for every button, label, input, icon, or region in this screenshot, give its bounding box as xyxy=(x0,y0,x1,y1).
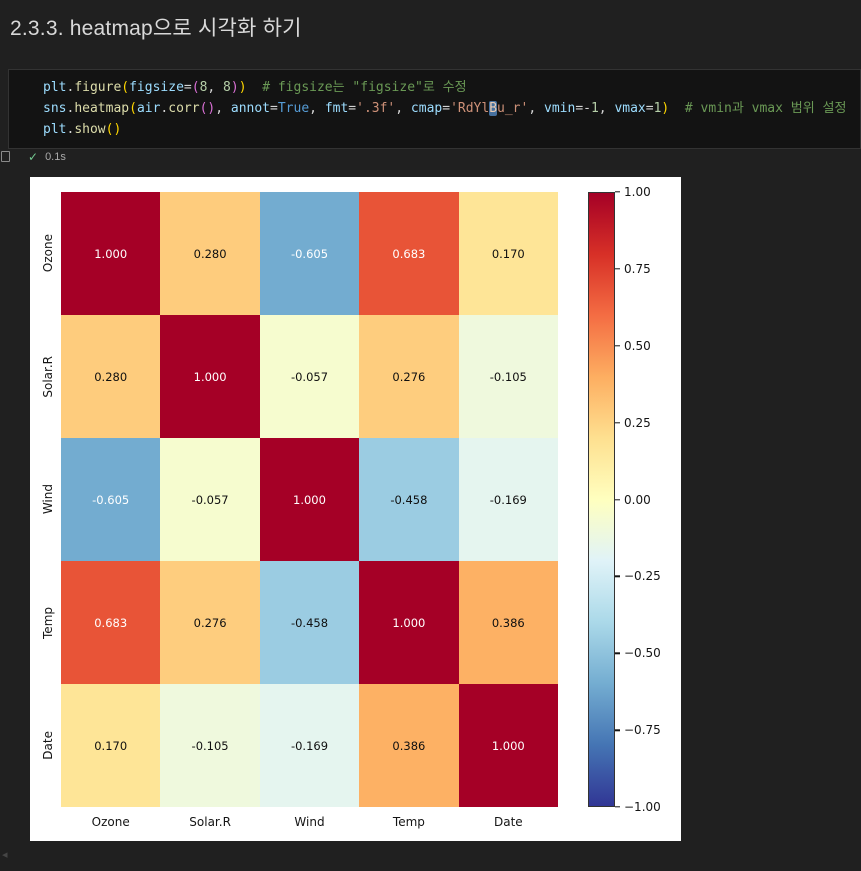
colorbar-tick-label: 0.75 xyxy=(624,261,651,276)
colorbar-tick-label: 0.50 xyxy=(624,338,651,353)
colorbar-tick-mark xyxy=(615,421,620,424)
heatmap-cell: -0.458 xyxy=(259,561,360,684)
y-tick-label: Solar.R xyxy=(41,355,55,398)
y-axis-labels: Ozone Solar.R Wind Temp Date xyxy=(36,192,60,807)
heatmap-cell: 0.280 xyxy=(160,192,260,315)
heatmap-cell: -0.605 xyxy=(61,438,161,561)
code-cell[interactable]: plt.figure(figsize=(8, 8)) # figsize는 "f… xyxy=(8,69,861,149)
execution-summary: ✓ 0.1s xyxy=(28,151,66,163)
heatmap-cell: 1.000 xyxy=(259,438,360,561)
heatmap-cell: 0.170 xyxy=(458,192,558,315)
colorbar-tick-label: 0.00 xyxy=(624,492,651,507)
heatmap-cell: 0.386 xyxy=(359,684,459,807)
colorbar-tick-mark xyxy=(615,498,620,501)
success-check-icon: ✓ xyxy=(28,150,39,164)
heatmap-cell: -0.169 xyxy=(259,684,360,807)
heatmap-cell: -0.605 xyxy=(259,192,360,315)
colorbar-tick-label: −0.25 xyxy=(624,569,661,584)
heatmap-cell: -0.057 xyxy=(259,315,360,438)
colorbar-tick-mark xyxy=(615,729,620,731)
code-editor[interactable]: plt.figure(figsize=(8, 8)) # figsize는 "f… xyxy=(43,77,856,140)
heatmap-cell: 0.276 xyxy=(160,561,260,684)
colorbar-tick-mark xyxy=(615,806,620,808)
heatmap-cell: 1.000 xyxy=(61,192,161,315)
heatmap-cell: -0.057 xyxy=(160,438,260,561)
section-title: 2.3.3. heatmap으로 시각화 하기 xyxy=(10,17,302,40)
heatmap-cell: 0.280 xyxy=(61,315,161,438)
heatmap-grid: 1.000 0.280 -0.605 0.683 0.170 0.280 1.000 -0.0… xyxy=(61,192,558,807)
x-tick-label: Solar.R xyxy=(189,815,231,829)
y-tick-label: Date xyxy=(41,731,55,760)
heatmap-cell: -0.458 xyxy=(359,438,459,561)
y-tick-label: Temp xyxy=(41,606,55,639)
collapse-arrow-icon: ◂ xyxy=(2,849,8,861)
x-tick-label: Wind xyxy=(294,815,325,829)
heatmap-cell: 1.000 xyxy=(458,684,558,807)
colorbar-tick-label: −0.75 xyxy=(624,723,661,738)
heatmap-cell: 0.276 xyxy=(359,315,459,438)
code-line[interactable]: sns.heatmap(air.corr(), annot=True, fmt=… xyxy=(43,101,847,116)
heatmap-cell: 0.386 xyxy=(458,561,558,684)
figure-output: Ozone Solar.R Wind Temp Date 1.000 0.280 -0.60… xyxy=(30,177,681,841)
code-line[interactable]: plt.show() xyxy=(43,122,122,137)
y-tick-label: Ozone xyxy=(41,234,55,273)
heatmap-cell: 0.683 xyxy=(61,561,161,684)
y-tick-label: Wind xyxy=(41,484,55,515)
heatmap-cell: -0.105 xyxy=(160,684,260,807)
colorbar-tick-label: −0.50 xyxy=(624,646,661,661)
heatmap-cell: -0.169 xyxy=(458,438,558,561)
cell-gutter-icon[interactable] xyxy=(1,151,10,162)
colorbar-tick-label: 0.25 xyxy=(624,415,651,430)
x-tick-label: Temp xyxy=(392,815,425,829)
x-tick-label: Date xyxy=(493,815,523,829)
heatmap-cell: 1.000 xyxy=(359,561,459,684)
colorbar xyxy=(588,192,615,807)
heatmap-cell: 0.683 xyxy=(359,192,459,315)
colorbar-tick-mark xyxy=(615,652,620,654)
heatmap-cell: 1.000 xyxy=(160,315,260,438)
heatmap-cell: -0.105 xyxy=(458,315,558,438)
colorbar-tick-mark xyxy=(615,575,620,578)
code-line[interactable]: plt.figure(figsize=(8, 8)) # figsize는 "f… xyxy=(43,80,467,95)
colorbar-tick-label: −1.00 xyxy=(624,800,661,814)
heatmap-cell: 0.170 xyxy=(61,684,161,807)
colorbar-tick-mark xyxy=(615,345,620,347)
colorbar-tick-label: 1.00 xyxy=(624,185,651,199)
x-axis-labels: Ozone Solar.R Wind Temp Date xyxy=(61,815,558,833)
colorbar-tick-mark xyxy=(615,191,620,193)
colorbar-tick-mark xyxy=(615,268,620,270)
execution-time: 0.1s xyxy=(45,151,66,163)
x-tick-label: Ozone xyxy=(91,815,130,829)
